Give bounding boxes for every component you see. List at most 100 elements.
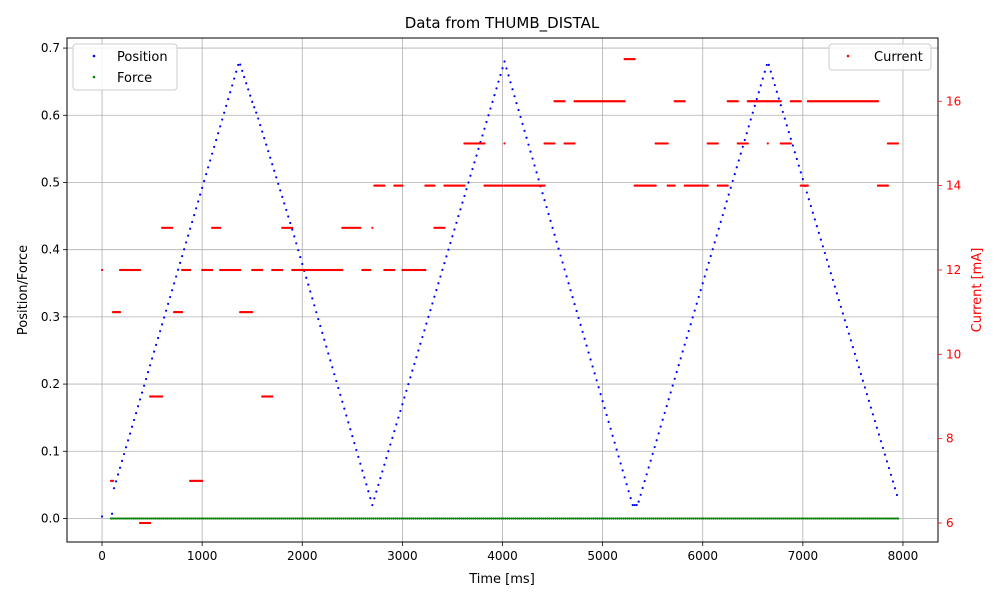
position-point (267, 150, 270, 153)
current-point (766, 142, 769, 145)
force-point (256, 517, 259, 520)
position-point (291, 228, 294, 231)
force-point (236, 517, 239, 520)
force-point (218, 517, 221, 520)
force-point (406, 517, 409, 520)
force-point (286, 517, 289, 520)
position-point (555, 240, 558, 243)
position-point (793, 151, 796, 154)
force-point (332, 517, 335, 520)
position-point (397, 416, 400, 419)
position-point (605, 413, 608, 417)
force-point (856, 517, 860, 520)
current-point (138, 268, 142, 272)
position-point (547, 212, 550, 216)
position-point (279, 189, 282, 192)
position-point (481, 134, 484, 137)
position-point (363, 476, 366, 479)
position-point (319, 324, 322, 328)
force-point (156, 517, 159, 520)
position-point (647, 466, 650, 469)
current-point (393, 268, 396, 272)
position-point (313, 304, 316, 307)
force-point (604, 517, 607, 520)
position-point (787, 130, 790, 134)
force-point (542, 517, 545, 520)
position-point (681, 350, 684, 353)
position-point (114, 480, 118, 483)
position-point (209, 159, 212, 162)
force-point (212, 517, 215, 520)
force-point (700, 517, 703, 520)
position-point (271, 163, 274, 166)
y-right-axis-label: Current [mA] (970, 248, 985, 333)
force-point (862, 517, 866, 520)
position-point (323, 338, 326, 341)
force-point (115, 517, 119, 520)
force-point (154, 517, 157, 520)
position-point (525, 136, 528, 139)
position-point (807, 198, 810, 201)
position-point (431, 302, 434, 305)
position-point (499, 73, 502, 77)
force-point (576, 517, 579, 520)
force-point (274, 517, 277, 520)
force-point (117, 517, 121, 520)
position-point (551, 226, 554, 229)
force-point (394, 517, 397, 520)
position-point (765, 63, 768, 67)
position-point (134, 411, 138, 415)
force-point (680, 517, 683, 520)
force-point (202, 517, 205, 520)
force-point (330, 517, 333, 520)
position-point (443, 262, 446, 265)
position-point (163, 316, 166, 319)
force-point (522, 517, 525, 520)
position-point (387, 450, 390, 453)
force-point (151, 517, 155, 520)
force-point (842, 517, 845, 520)
force-point (594, 517, 597, 520)
position-point (463, 194, 466, 198)
position-point (885, 460, 889, 463)
force-point (290, 517, 293, 520)
position-point (339, 393, 342, 396)
force-point (890, 517, 894, 520)
force-point (538, 517, 541, 520)
force-point (526, 517, 529, 520)
force-point (870, 517, 874, 520)
force-point (498, 517, 501, 520)
force-point (402, 517, 405, 520)
force-point (740, 517, 743, 520)
position-point (709, 254, 712, 258)
current-point (383, 184, 386, 187)
position-point (789, 137, 792, 140)
force-point (776, 517, 779, 520)
y-right-axis-ticks: 6 8 10 12 14 16 (938, 94, 961, 530)
force-point (742, 517, 745, 520)
position-point (325, 345, 328, 348)
position-point (207, 166, 210, 169)
position-point (437, 282, 440, 285)
force-point (162, 517, 165, 520)
position-point (741, 145, 744, 148)
force-point (272, 517, 275, 520)
position-point (349, 428, 352, 431)
position-point (383, 463, 386, 466)
position-point (879, 440, 883, 443)
force-point (854, 517, 858, 520)
position-point (157, 336, 160, 340)
position-point (205, 173, 208, 176)
force-point (452, 517, 455, 520)
force-point (616, 517, 619, 520)
position-point (150, 357, 154, 360)
force-point (568, 517, 571, 520)
position-point (629, 497, 632, 500)
force-point (296, 517, 299, 520)
force-point (210, 517, 213, 520)
position-point (557, 247, 560, 250)
force-point (756, 517, 759, 520)
position-point (138, 398, 142, 401)
force-point (410, 517, 413, 520)
y-left-tick-label: 0.2 (41, 377, 60, 391)
